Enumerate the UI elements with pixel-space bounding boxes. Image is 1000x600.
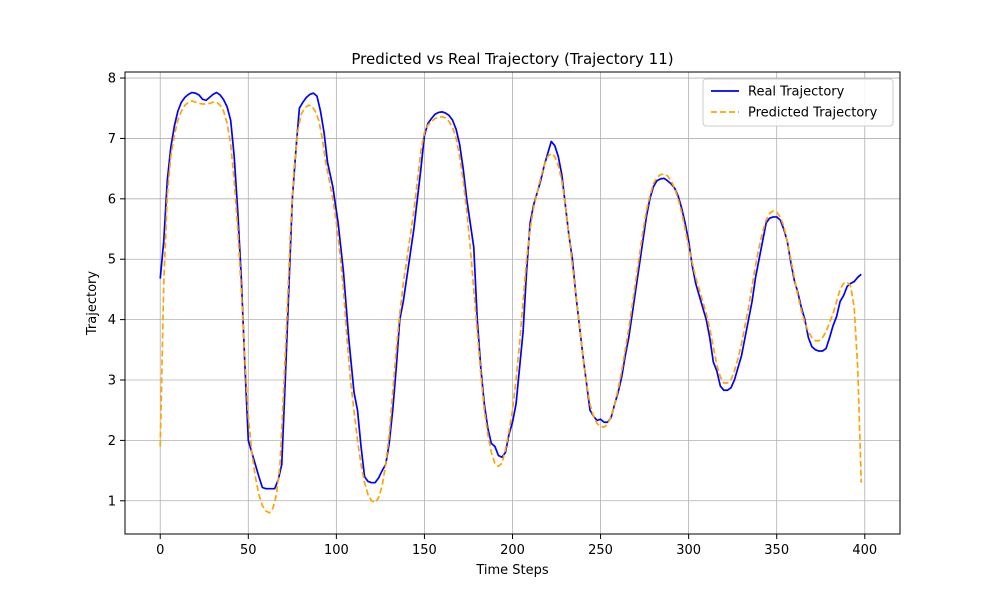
grid-lines [125, 72, 900, 534]
y-axis-label: Trajectory [85, 271, 100, 336]
y-tick-label: 1 [108, 494, 116, 509]
x-tick-label: 300 [676, 543, 701, 558]
x-axis-label: Time Steps [475, 563, 549, 578]
legend-label: Real Trajectory [748, 85, 845, 100]
x-tick-label: 400 [852, 543, 877, 558]
x-tick-label: 200 [500, 543, 525, 558]
legend-label: Predicted Trajectory [748, 106, 878, 121]
x-tick-label: 100 [324, 543, 349, 558]
legend: Real Trajectory Predicted Trajectory [702, 78, 894, 127]
x-tick-label: 0 [156, 543, 164, 558]
series-line-real [159, 91, 862, 490]
chart-title: Predicted vs Real Trajectory (Trajectory… [351, 50, 673, 68]
legend-box [702, 78, 894, 127]
series-line-predicted [159, 100, 863, 514]
y-axis: 1 2 3 4 5 6 7 8 [108, 72, 125, 509]
x-tick-label: 250 [588, 543, 613, 558]
y-tick-label: 3 [108, 374, 116, 389]
x-tick-label: 50 [240, 543, 257, 558]
x-axis: 0 50 100 150 200 250 300 350 400 [156, 534, 877, 558]
y-tick-label: 4 [108, 313, 116, 328]
x-tick-label: 350 [764, 543, 789, 558]
y-tick-label: 2 [108, 434, 116, 449]
y-tick-label: 7 [108, 132, 116, 147]
y-tick-label: 8 [108, 72, 116, 87]
y-tick-label: 6 [108, 192, 116, 207]
y-tick-label: 5 [108, 253, 116, 268]
series-layer [159, 91, 863, 514]
x-tick-label: 150 [412, 543, 437, 558]
